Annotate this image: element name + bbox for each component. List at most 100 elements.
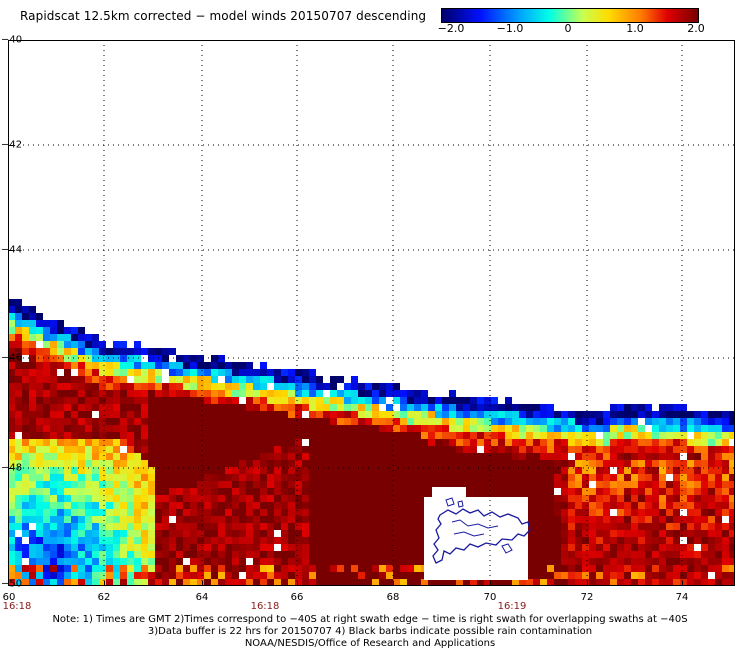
swath-cell — [379, 502, 386, 509]
swath-cell — [694, 523, 701, 530]
swath-cell — [645, 565, 652, 572]
swath-cell — [71, 572, 78, 579]
swath-cell — [694, 432, 701, 439]
swath-cell — [190, 432, 197, 439]
swath-cell — [99, 397, 106, 404]
swath-cell — [43, 348, 50, 355]
swath-cell — [281, 558, 288, 565]
swath-cell — [92, 446, 99, 453]
swath-cell — [246, 425, 253, 432]
swath-cell — [330, 376, 337, 383]
swath-cell — [43, 530, 50, 537]
swath-cell — [134, 362, 141, 369]
swath-cell — [141, 432, 148, 439]
swath-cell — [106, 362, 113, 369]
swath-cell — [428, 579, 435, 586]
swath-cell — [43, 439, 50, 446]
swath-cell — [225, 551, 232, 558]
swath-cell — [295, 537, 302, 544]
swath-cell — [491, 411, 498, 418]
swath-cell — [260, 404, 267, 411]
swath-cell — [162, 362, 169, 369]
swath-cell — [316, 383, 323, 390]
swath-cell — [50, 327, 57, 334]
swath-cell — [267, 390, 274, 397]
swath-cell — [267, 572, 274, 579]
swath-cell — [302, 495, 309, 502]
swath-cell — [113, 446, 120, 453]
swath-cell — [169, 481, 176, 488]
swath-cell — [162, 474, 169, 481]
swath-cell — [519, 439, 526, 446]
swath-cell — [162, 579, 169, 586]
swath-cell — [463, 418, 470, 425]
swath-cell — [127, 369, 134, 376]
swath-cell — [246, 474, 253, 481]
swath-cell — [127, 516, 134, 523]
swath-cell — [218, 453, 225, 460]
swath-cell — [232, 383, 239, 390]
swath-cell — [631, 565, 638, 572]
swath-cell — [127, 509, 134, 516]
swath-cell — [414, 467, 421, 474]
swath-cell — [610, 530, 617, 537]
swath-cell — [43, 579, 50, 586]
swath-cell — [232, 572, 239, 579]
lon-label: 66 — [290, 592, 304, 603]
swath-cell — [365, 411, 372, 418]
swath-cell — [393, 551, 400, 558]
swath-cell — [421, 425, 428, 432]
swath-cell — [540, 404, 547, 411]
swath-cell — [596, 495, 603, 502]
wind-difference-swath — [8, 299, 735, 586]
swath-cell — [64, 341, 71, 348]
swath-cell — [540, 453, 547, 460]
swath-cell — [575, 551, 582, 558]
swath-cell — [232, 460, 239, 467]
swath-cell — [260, 544, 267, 551]
swath-cell — [197, 565, 204, 572]
swath-cell — [316, 460, 323, 467]
swath-cell — [400, 481, 407, 488]
swath-cell — [575, 537, 582, 544]
swath-cell — [547, 488, 554, 495]
swath-cell — [652, 572, 659, 579]
swath-cell — [43, 565, 50, 572]
swath-cell — [694, 565, 701, 572]
swath-cell — [8, 299, 15, 306]
swath-cell — [582, 474, 589, 481]
swath-cell — [169, 376, 176, 383]
swath-cell — [407, 397, 414, 404]
swath-cell — [589, 432, 596, 439]
swath-cell — [372, 530, 379, 537]
swath-cell — [638, 460, 645, 467]
swath-cell — [190, 404, 197, 411]
swath-cell — [701, 481, 708, 488]
swath-cell — [183, 565, 190, 572]
swath-cell — [372, 488, 379, 495]
swath-cell — [43, 376, 50, 383]
swath-cell — [309, 502, 316, 509]
swath-cell — [652, 481, 659, 488]
swath-cell — [351, 558, 358, 565]
swath-cell — [134, 495, 141, 502]
swath-cell — [330, 481, 337, 488]
swath-cell — [624, 418, 631, 425]
swath-cell — [106, 460, 113, 467]
swath-cell — [239, 551, 246, 558]
swath-cell — [225, 530, 232, 537]
swath-cell — [71, 530, 78, 537]
swath-cell — [85, 530, 92, 537]
swath-cell — [134, 355, 141, 362]
swath-cell — [78, 404, 85, 411]
swath-cell — [568, 411, 575, 418]
swath-cell — [442, 404, 449, 411]
swath-cell — [127, 523, 134, 530]
swath-cell — [673, 502, 680, 509]
swath-cell — [239, 579, 246, 586]
swath-cell — [64, 579, 71, 586]
swath-cell — [316, 411, 323, 418]
swath-cell — [57, 509, 64, 516]
swath-cell — [379, 537, 386, 544]
swath-cell — [547, 418, 554, 425]
